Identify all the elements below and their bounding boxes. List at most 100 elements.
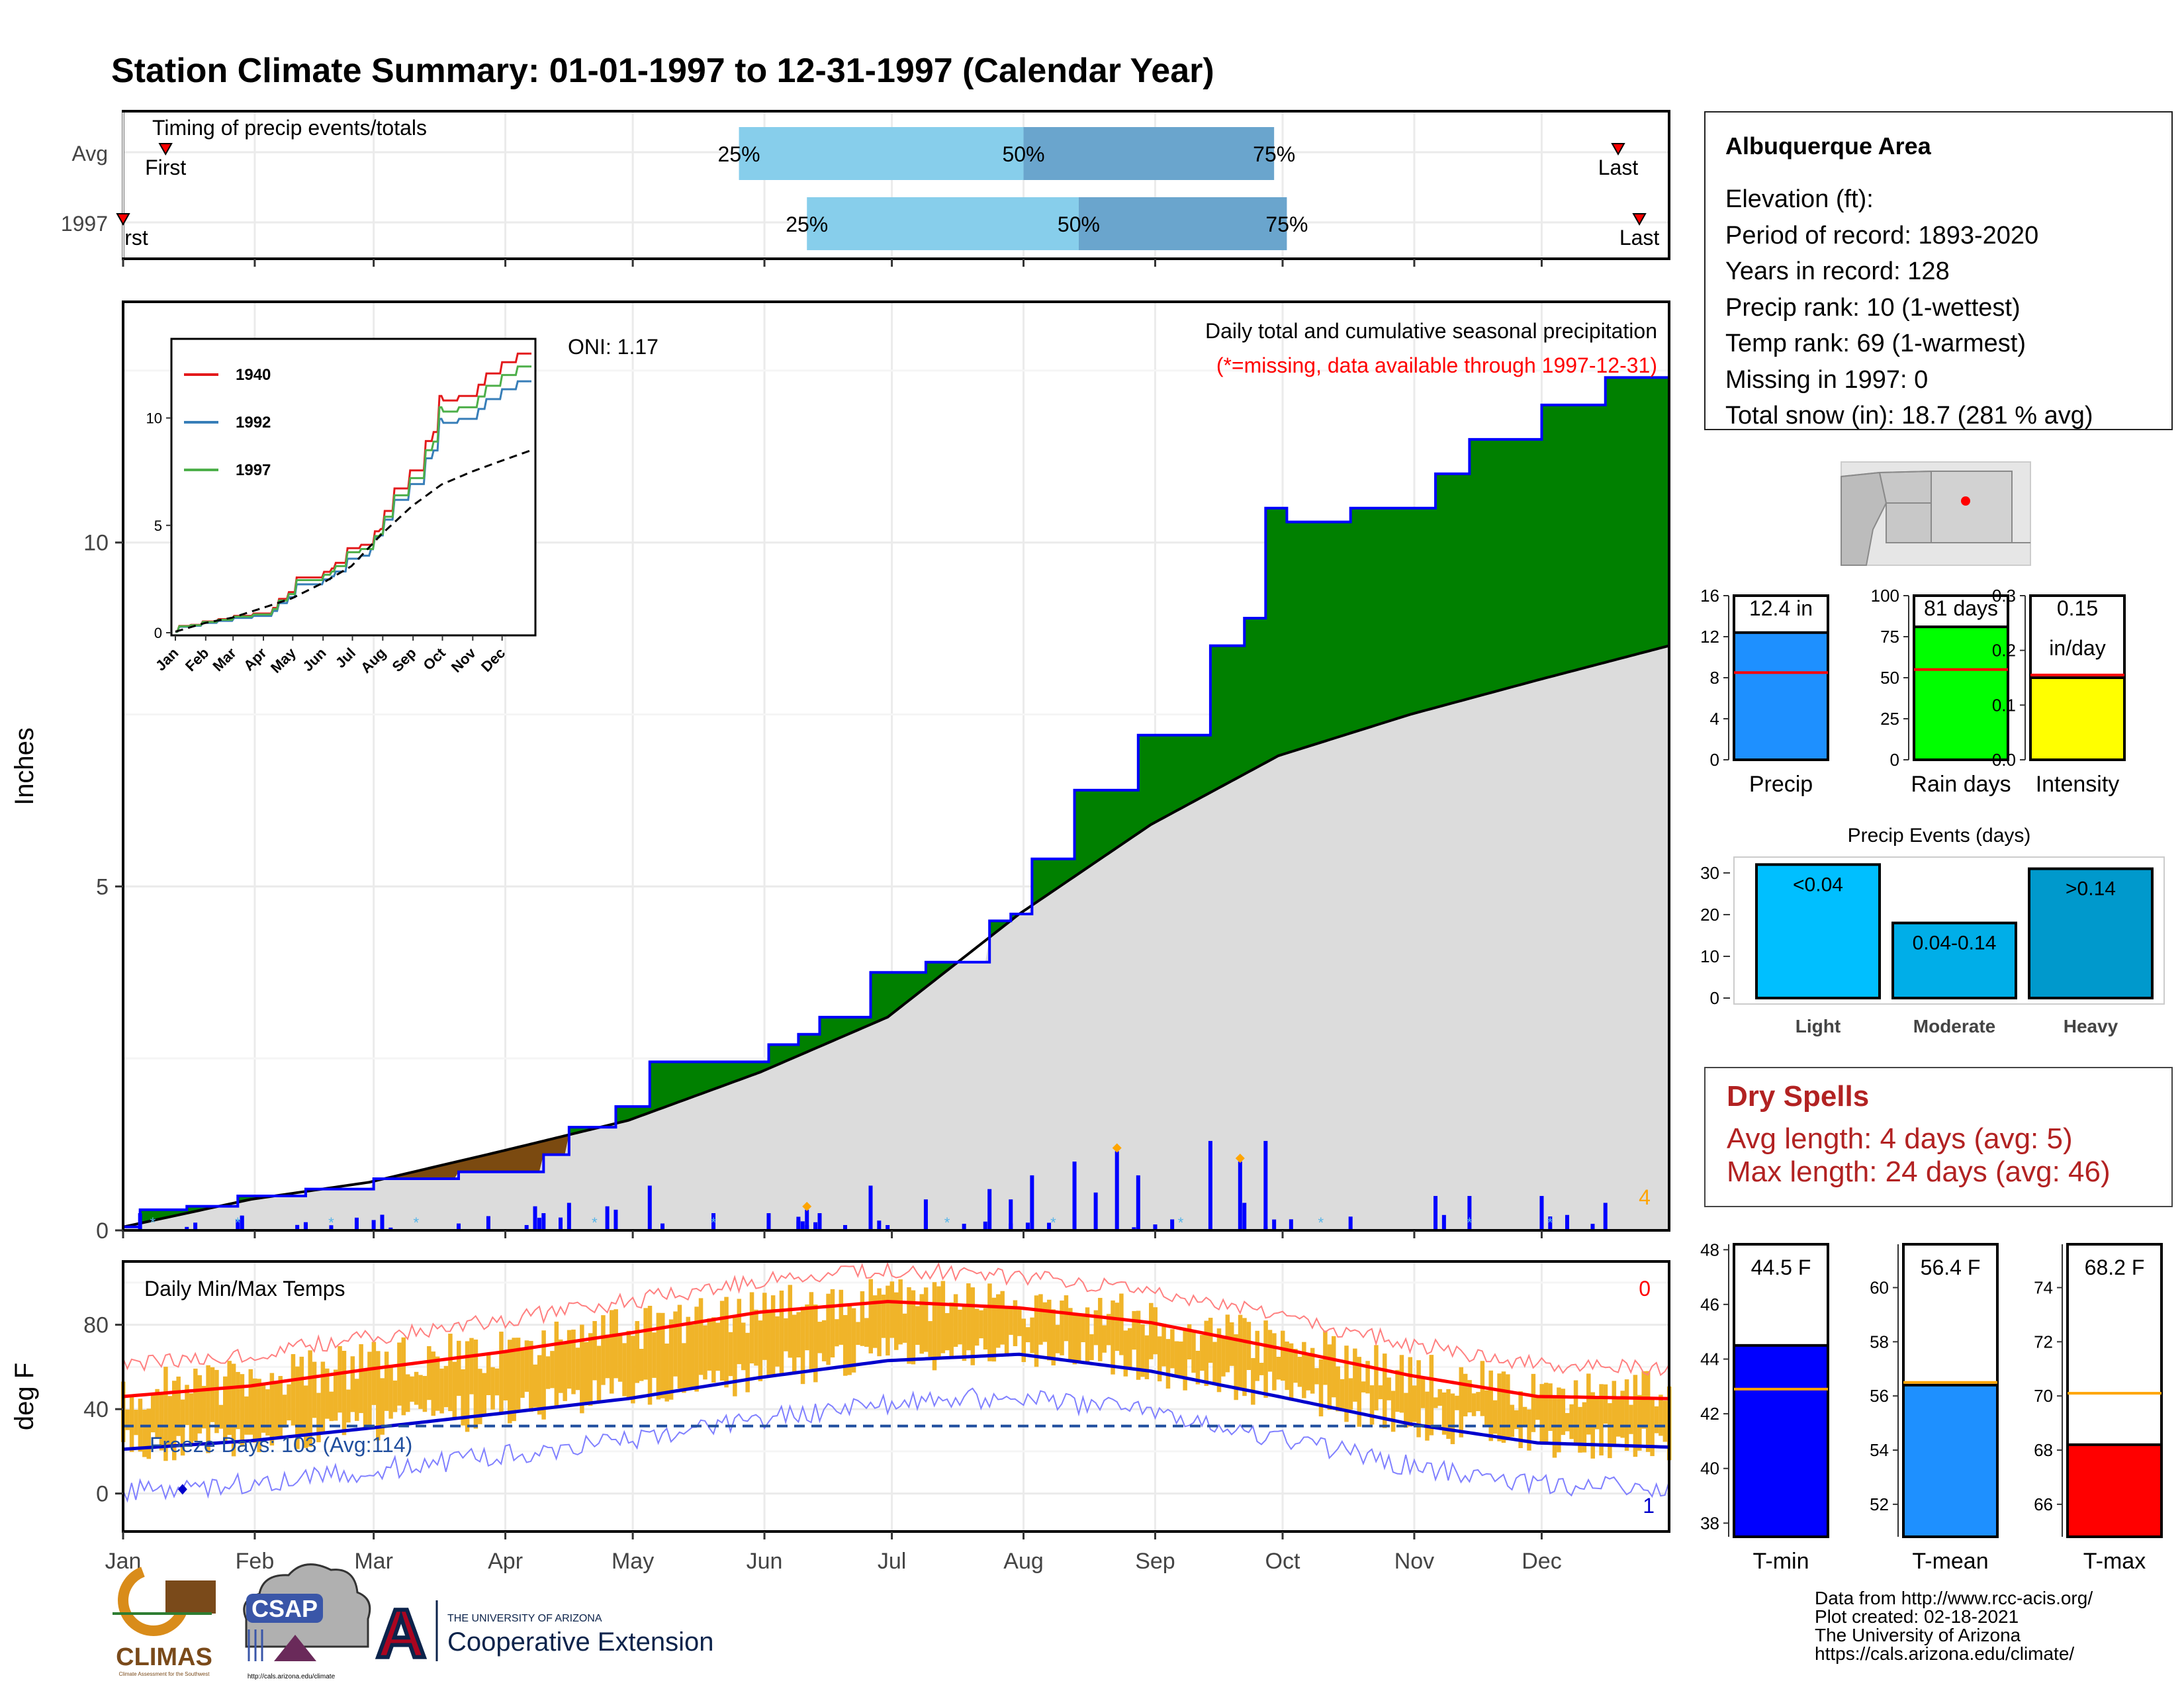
daily-temp-bar — [1259, 1363, 1264, 1375]
daily-temp-bar — [1578, 1406, 1582, 1453]
daily-precip-bar — [354, 1217, 359, 1230]
daily-temp-bar — [758, 1320, 763, 1381]
daily-temp-bar — [172, 1381, 177, 1461]
daily-temp-bar — [1030, 1317, 1034, 1353]
daily-precip-bar — [559, 1217, 563, 1230]
daily-temp-bar — [401, 1337, 406, 1416]
daily-temp-bar — [610, 1310, 614, 1394]
deficit-area — [373, 1134, 569, 1181]
daily-temp-bar — [668, 1319, 674, 1400]
daily-precip-bar — [987, 1189, 992, 1230]
daily-temp-bar — [299, 1356, 304, 1436]
daily-temp-bar — [240, 1374, 245, 1447]
daily-temp-bar — [155, 1389, 159, 1439]
daily-temp-bar — [1361, 1381, 1366, 1393]
daily-temp-bar — [652, 1332, 657, 1378]
temp-mini-label: T-max — [2083, 1549, 2146, 1574]
footer-logos: CLIMAS Climate Assessment for the Southw… — [113, 1563, 713, 1680]
mini-tick-label: 16 — [1700, 586, 1719, 606]
daily-temp-bar — [363, 1368, 368, 1430]
daily-temp-bar — [770, 1295, 776, 1377]
mini-tick-label: 0 — [1890, 750, 1899, 770]
daily-temp-bar — [749, 1292, 754, 1364]
daily-precip-bar — [1263, 1140, 1268, 1230]
daily-temp-bar — [682, 1343, 686, 1393]
mini-tick-label: 0.2 — [1992, 641, 2016, 661]
daily-precip-bar — [877, 1220, 882, 1230]
daily-precip-bar — [1170, 1219, 1175, 1230]
daily-precip-bar — [1272, 1219, 1277, 1230]
daily-temp-bar — [1081, 1313, 1085, 1342]
daily-temp-bar — [1157, 1336, 1162, 1382]
month-label: Jul — [878, 1549, 906, 1574]
daily-temp-bar — [1051, 1309, 1056, 1366]
temp-mini-value — [1733, 1344, 1829, 1538]
daily-precip-bar — [1238, 1162, 1242, 1230]
daily-temp-bar — [962, 1304, 967, 1361]
daily-temp-bar — [1132, 1310, 1136, 1350]
mini-bar-value — [2029, 676, 2126, 761]
temp-mini-tick-label: 46 — [1700, 1295, 1719, 1314]
daily-precip-bar — [1030, 1175, 1034, 1230]
daily-temp-bar — [227, 1361, 232, 1436]
month-label: Nov — [1394, 1549, 1434, 1574]
daily-temp-bar — [698, 1298, 704, 1375]
events-tick-label: 0 — [1710, 988, 1719, 1008]
daily-precip-bar — [541, 1213, 546, 1230]
daily-temp-bar — [1072, 1313, 1077, 1365]
daily-temp-bar — [1314, 1368, 1319, 1385]
daily-temp-bar — [448, 1334, 453, 1412]
daily-precip-bar — [1242, 1203, 1247, 1230]
temp-mini-tick-label: 38 — [1700, 1513, 1719, 1533]
daily-temp-bar — [1170, 1329, 1175, 1369]
daily-temp-bar — [129, 1395, 134, 1452]
ua-logo: A THE UNIVERSITY OF ARIZONA Cooperative … — [374, 1594, 713, 1674]
daily-precip-bar — [486, 1216, 490, 1230]
daily-temp-bar — [1344, 1346, 1349, 1422]
snow-flake-icon: * — [235, 1214, 241, 1231]
daily-temp-bar — [605, 1334, 610, 1379]
credits: Data from http://www.rcc-acis.org/ Plot … — [1815, 1588, 2093, 1664]
temp-mini-tick-label: 48 — [1700, 1240, 1719, 1259]
mini-tick-label: 0.0 — [1992, 750, 2016, 770]
daily-temp-bar — [1089, 1334, 1094, 1360]
mini-bar-value-label: 81 days — [1924, 596, 1998, 620]
snow-flake-icon: * — [592, 1214, 598, 1231]
daily-temp-bar — [338, 1346, 342, 1413]
daily-temp-bar — [150, 1394, 156, 1433]
missing-note: (*=missing, data available through 1997-… — [1216, 353, 1657, 377]
events-bar — [2028, 867, 2154, 1000]
daily-temp-bar — [983, 1308, 988, 1349]
daily-precip-bar — [614, 1209, 618, 1230]
daily-temp-bar — [1297, 1357, 1302, 1387]
daily-temp-bar — [1144, 1335, 1150, 1379]
daily-temp-bar — [940, 1281, 946, 1353]
timing-marker-label: Last — [1619, 226, 1660, 250]
daily-temp-bar — [478, 1369, 482, 1424]
dry-spells-avg: Avg length: 4 days (avg: 5) — [1727, 1122, 2073, 1155]
map-borders — [1841, 471, 2030, 543]
credit-plot-created: Plot created: 02-18-2021 — [1815, 1606, 2019, 1627]
month-label: May — [612, 1549, 654, 1574]
location-map — [1841, 461, 2031, 566]
daily-temp-bar — [236, 1371, 240, 1430]
min-temp-marker — [177, 1484, 187, 1495]
daily-temp-bar — [325, 1368, 330, 1419]
station-location-dot — [1961, 496, 1970, 506]
timing-percent-label: 25% — [786, 212, 828, 236]
daily-temp-bar — [1302, 1342, 1306, 1398]
daily-precip-bar — [524, 1224, 529, 1230]
daily-temp-bar — [1332, 1336, 1336, 1398]
page-title: Station Climate Summary: 01-01-1997 to 1… — [111, 52, 1214, 90]
daily-temp-bar — [1183, 1328, 1187, 1391]
daily-precip-bar — [1289, 1219, 1293, 1230]
precip-frame — [122, 300, 1670, 1232]
daily-temp-bar — [1017, 1308, 1022, 1336]
daily-temp-bar — [800, 1306, 805, 1385]
timing-marker-label: rst — [124, 226, 148, 250]
daily-temp-bar — [1178, 1341, 1183, 1378]
month-label: Feb — [236, 1549, 275, 1574]
daily-temp-bar — [860, 1291, 865, 1346]
inset-line-1992 — [175, 380, 531, 633]
daily-temp-bar — [1119, 1293, 1124, 1355]
